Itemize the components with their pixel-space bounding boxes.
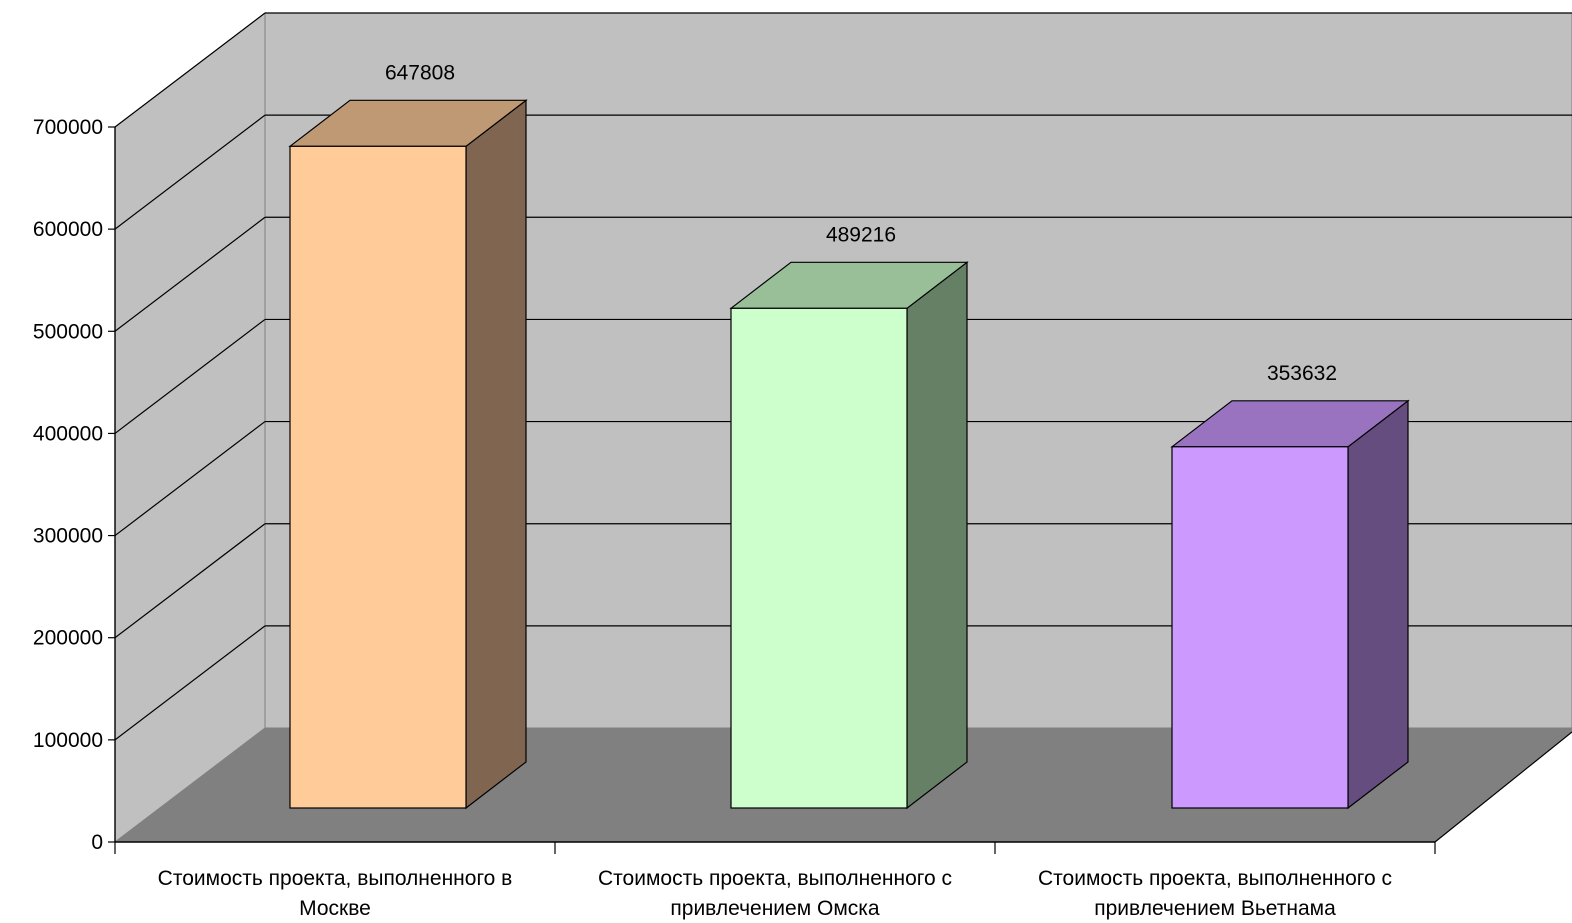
bar-side-1 <box>465 99 527 810</box>
bar-side-3 <box>1347 399 1409 810</box>
gridline-side <box>114 523 266 639</box>
y-tick-label: 0 <box>91 831 103 854</box>
x-tick-label-line: Стоимость проекта, выполненного с <box>598 867 952 890</box>
y-tick-label: 300000 <box>33 525 103 548</box>
bar-side-2 <box>906 261 968 810</box>
data-label-3: 353632 <box>1267 362 1337 385</box>
gridline-side <box>114 421 266 537</box>
y-tick-label: 400000 <box>33 422 103 445</box>
x-tick-label-line: привлечением Омска <box>670 897 880 920</box>
labels: 0 100000 200000 300000 400000 500000 600000 700… <box>33 61 1392 920</box>
x-tick-label-line: Стоимость проекта, выполненного с <box>1038 867 1392 890</box>
axes <box>108 126 1572 854</box>
bar-2 <box>730 307 908 809</box>
x-tick-label-line: Москве <box>299 897 371 920</box>
bars <box>288 99 1410 810</box>
x-tick-label-3: Стоимость проекта, выполненного с привлеч… <box>1038 867 1392 920</box>
data-label-2: 489216 <box>826 223 896 246</box>
gridline-side <box>114 12 266 128</box>
gridline-side <box>114 318 266 434</box>
gridline-side <box>114 625 266 741</box>
bar-3 <box>1171 446 1349 809</box>
bar-1 <box>289 145 467 809</box>
x-tick-label-line: Стоимость проекта, выполненного в <box>158 867 513 890</box>
x-tick-label-2: Стоимость проекта, выполненного с привлеч… <box>598 867 952 920</box>
y-tick-label: 600000 <box>33 218 103 241</box>
gridline-side <box>114 114 266 230</box>
data-label-1: 647808 <box>385 61 455 84</box>
y-tick-label: 500000 <box>33 320 103 343</box>
x-tick-label-line: привлечением Вьетнама <box>1094 897 1336 920</box>
y-tick-label: 200000 <box>33 627 103 650</box>
floor-edge <box>1434 731 1572 843</box>
y-tick-label: 700000 <box>33 116 103 139</box>
x-tick-label-1: Стоимость проекта, выполненного в Москве <box>158 867 513 920</box>
side-wall <box>114 11 266 844</box>
gridline-side <box>114 216 266 332</box>
y-tick-label: 100000 <box>33 729 103 752</box>
